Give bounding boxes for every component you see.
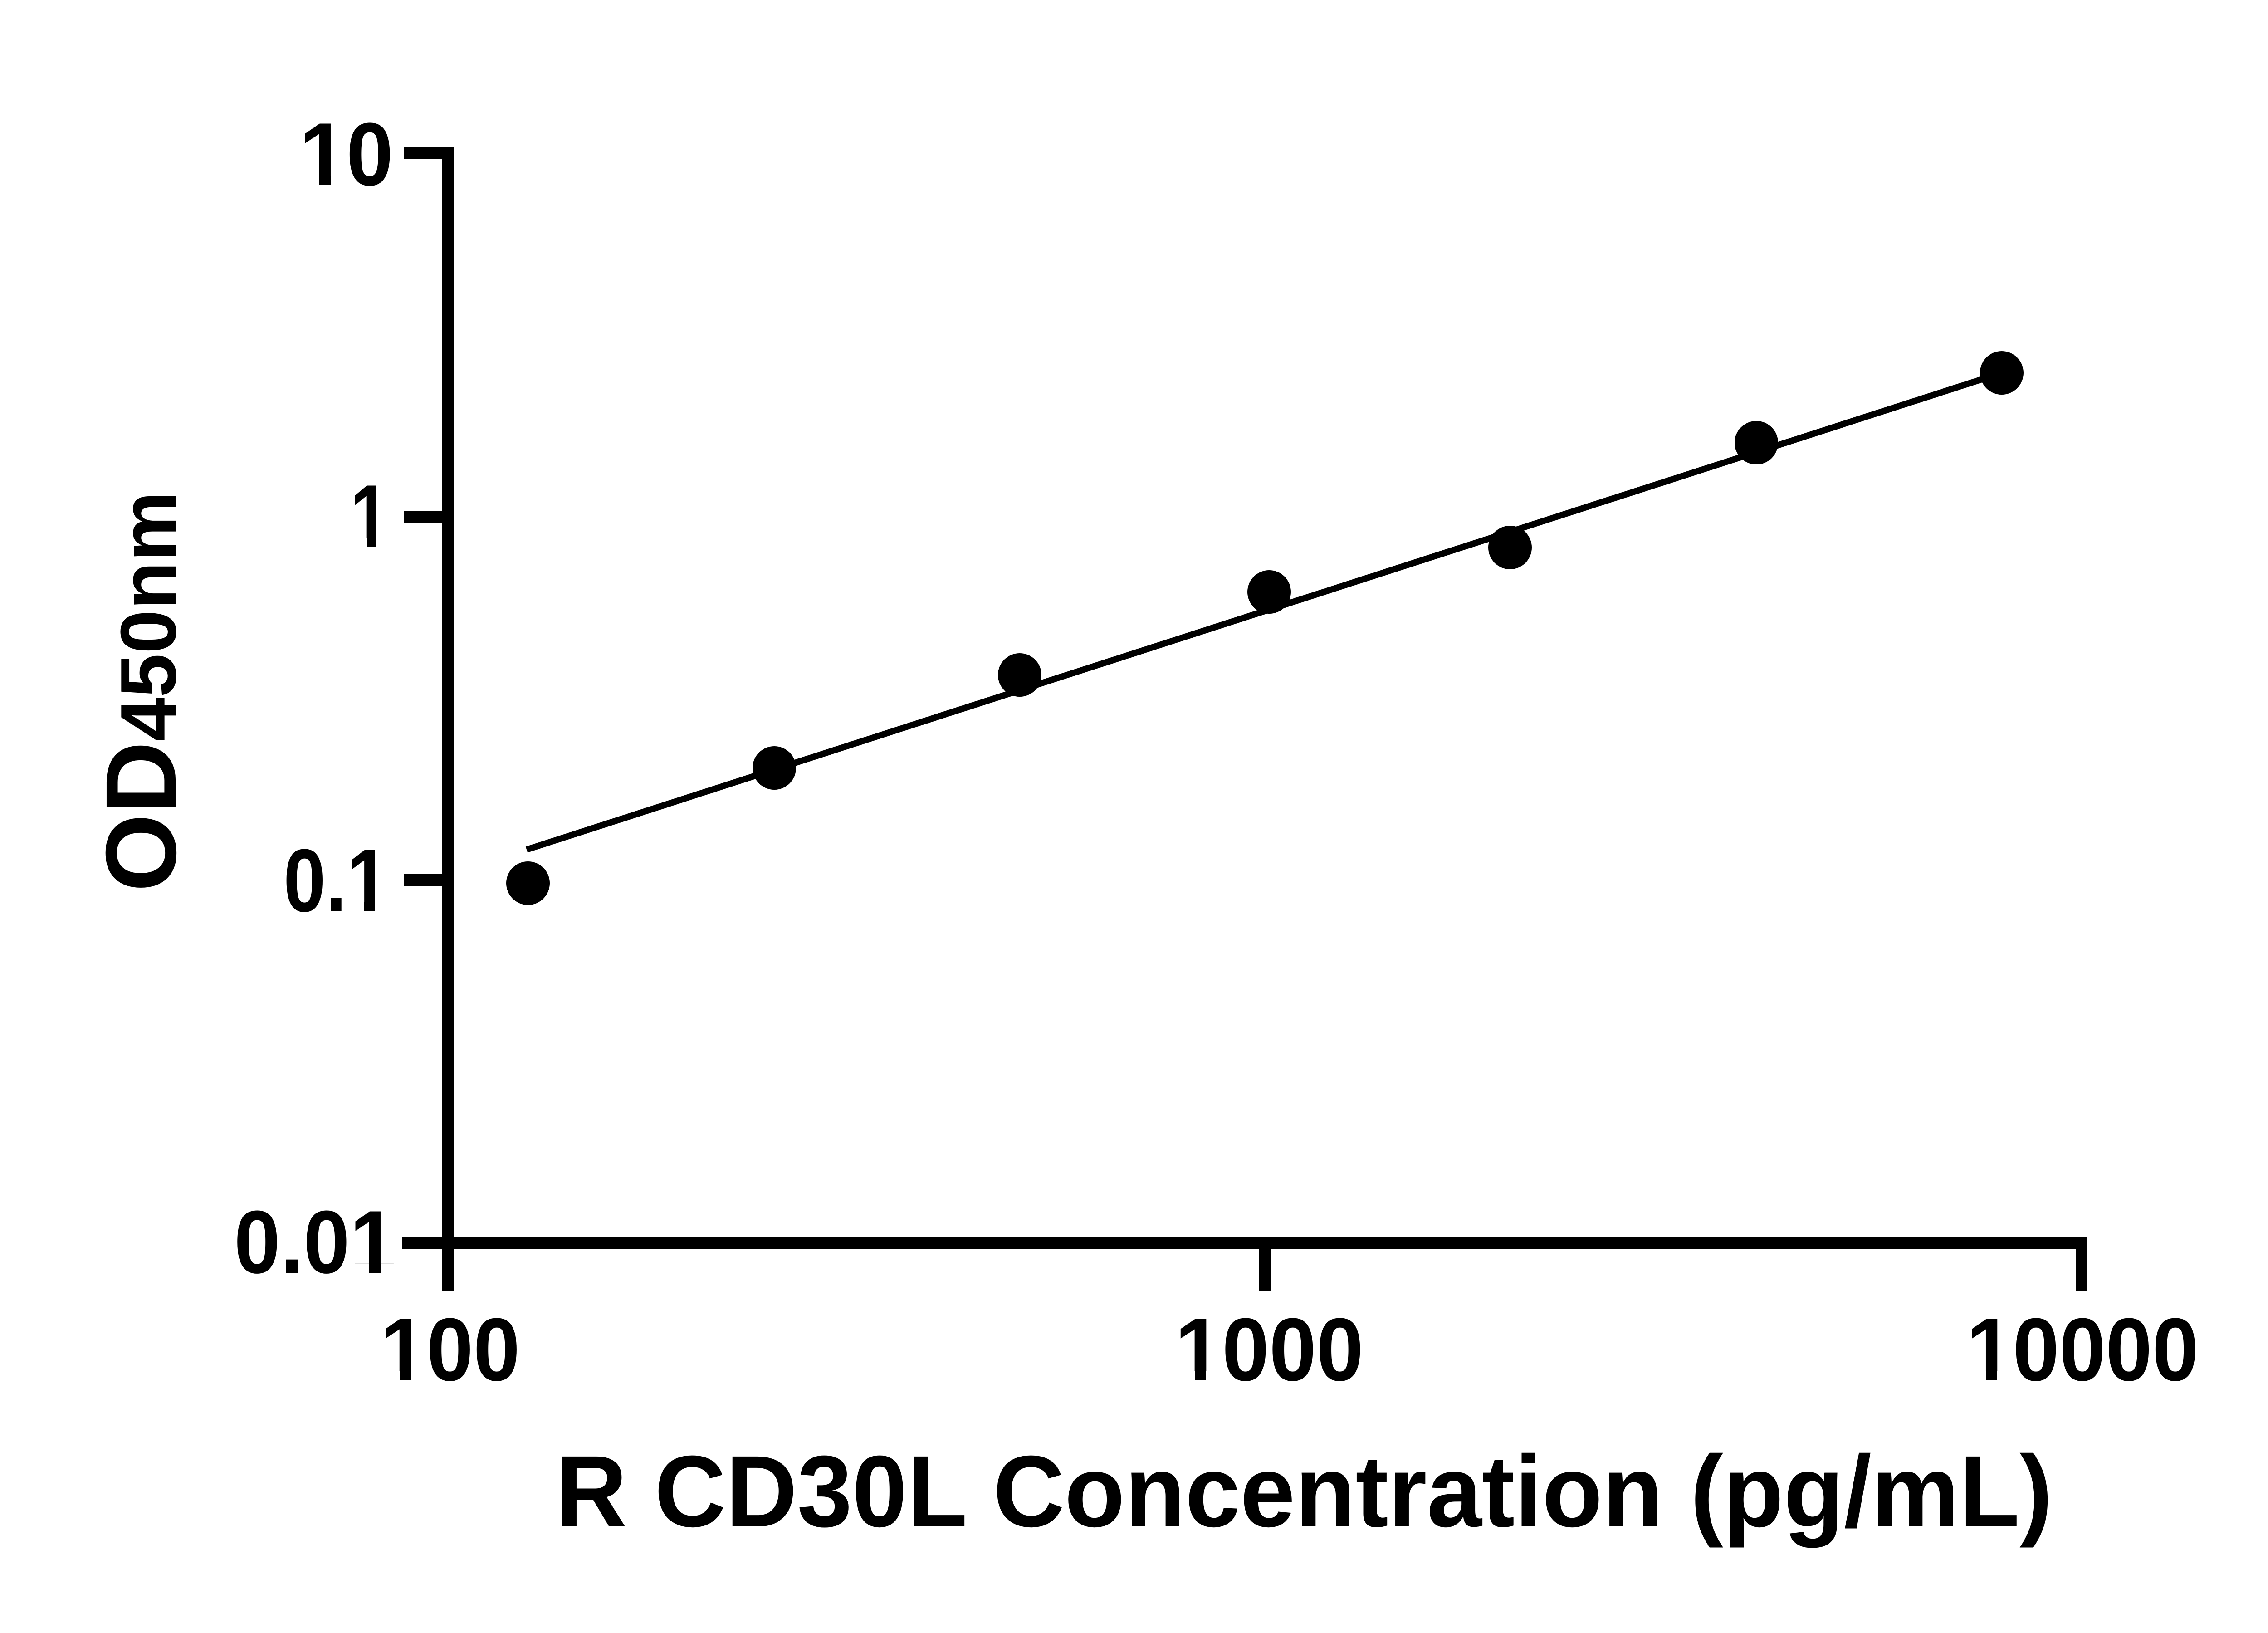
- svg-text:1000: 1000: [1175, 1300, 1364, 1399]
- svg-text:10000: 10000: [1966, 1300, 2199, 1399]
- svg-text:1: 1: [350, 466, 389, 566]
- svg-text:R CD30L Concentration (pg/mL): R CD30L Concentration (pg/mL): [556, 1435, 2053, 1548]
- svg-text:10: 10: [299, 104, 393, 204]
- svg-text:OD450nm: OD450nm: [85, 491, 197, 892]
- svg-text:100: 100: [380, 1300, 520, 1399]
- svg-text:0.1: 0.1: [284, 831, 389, 930]
- svg-text:0.01: 0.01: [234, 1192, 396, 1292]
